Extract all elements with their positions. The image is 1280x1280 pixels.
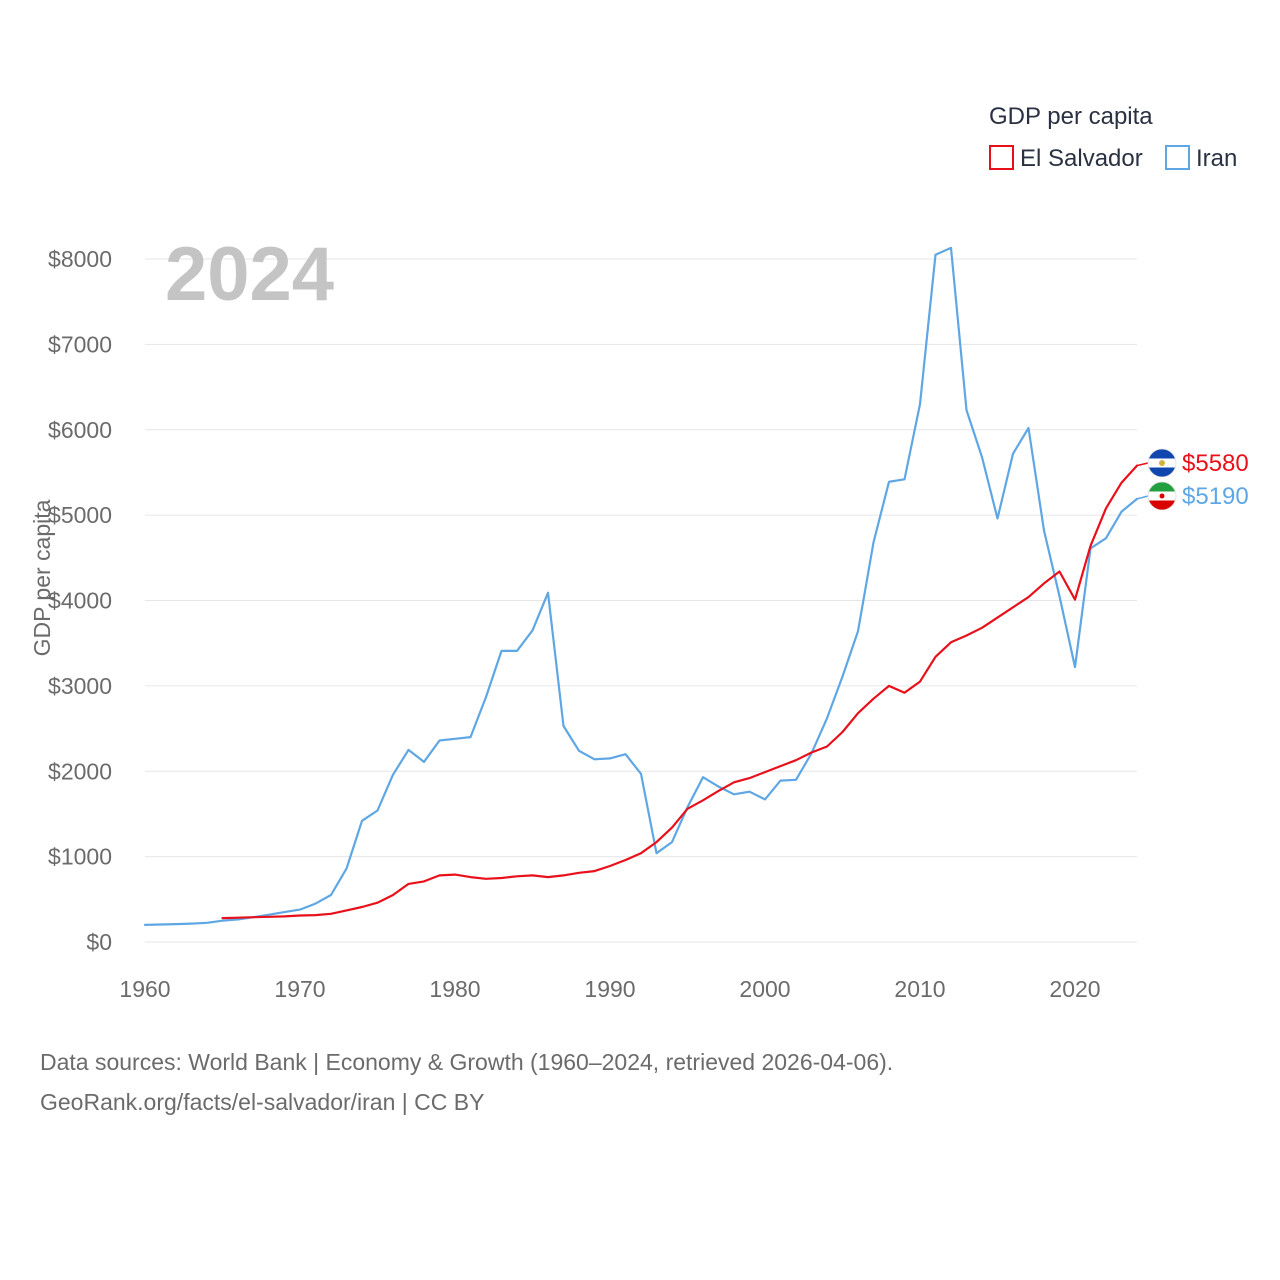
end-label-el-salvador: $5580: [1182, 450, 1249, 477]
end-label-iran: $5190: [1182, 483, 1249, 510]
legend-label-el-salvador: El Salvador: [1020, 145, 1143, 172]
legend-swatch-iran: [1165, 145, 1190, 170]
series-line-iran[interactable]: [143, 246, 1139, 927]
y-tick-label: $3000: [48, 673, 112, 699]
x-tick-label: 1980: [429, 976, 480, 1002]
y-tick-label: $6000: [48, 417, 112, 443]
x-tick-label: 2000: [739, 976, 790, 1002]
y-tick-label: $4000: [48, 588, 112, 614]
y-tick-label: $7000: [48, 331, 112, 357]
legend-title: GDP per capita: [989, 103, 1153, 130]
footer: Data sources: World Bank | Economy & Gro…: [40, 1042, 893, 1122]
end-label-connector: [1136, 495, 1149, 500]
legend-label-iran: Iran: [1196, 145, 1237, 172]
end-label-connector: [1136, 462, 1149, 467]
y-axis-ticks: $0 $1000 $2000 $3000 $4000 $5000 $6000 $7000 $80…: [48, 246, 112, 955]
y-tick-label: $8000: [48, 246, 112, 272]
source-link[interactable]: GeoRank.org/facts/el-salvador/iran | CC …: [40, 1089, 485, 1115]
x-tick-label: 1970: [274, 976, 325, 1002]
legend-swatch-el-salvador: [989, 145, 1014, 170]
iran-flag-icon: [1147, 481, 1177, 511]
legend-item-el-salvador[interactable]: El Salvador: [989, 145, 1143, 172]
el-salvador-flag-icon: [1147, 448, 1177, 478]
series-lines: [143, 246, 1139, 927]
legend: GDP per capita El Salvador Iran: [989, 103, 1237, 172]
grid-lines: [145, 258, 1137, 943]
x-tick-label: 2010: [894, 976, 945, 1002]
y-tick-label: $1000: [48, 844, 112, 870]
x-axis-ticks: 1960 1970 1980 1990 2000 2010 2020: [119, 976, 1100, 1002]
y-tick-label: $5000: [48, 502, 112, 528]
data-sources-text: Data sources: World Bank | Economy & Gro…: [40, 1049, 894, 1075]
x-tick-label: 2020: [1049, 976, 1100, 1002]
y-tick-label: $2000: [48, 758, 112, 784]
y-axis-title: GDP per capita: [29, 499, 55, 656]
x-tick-label: 1960: [119, 976, 170, 1002]
series-line-el-salvador[interactable]: [221, 464, 1139, 920]
y-tick-label: $0: [86, 929, 112, 955]
year-label: 2024: [165, 232, 334, 317]
end-labels: $5580 $5190: [1136, 448, 1249, 511]
x-tick-label: 1990: [584, 976, 635, 1002]
legend-item-iran[interactable]: Iran: [1165, 145, 1237, 172]
